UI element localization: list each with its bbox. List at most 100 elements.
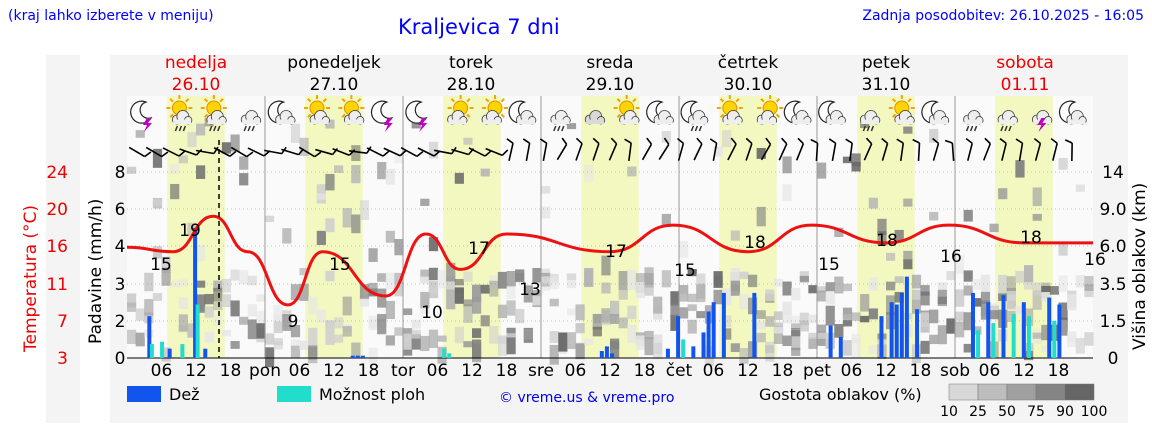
cloud-cell	[1032, 187, 1042, 207]
cloud-cell	[385, 300, 395, 319]
cloud-cell	[773, 322, 784, 330]
x-tick-label: 06	[979, 361, 1001, 381]
wind-barb	[575, 137, 583, 161]
cloud-cell	[894, 291, 904, 303]
wind-barb	[592, 137, 600, 161]
cloud-cell	[178, 297, 188, 309]
cloud-cell	[506, 337, 516, 355]
cloud-cell	[411, 120, 421, 129]
wind-barb	[845, 138, 853, 162]
cloud-cell	[946, 318, 956, 334]
cloud-cell	[972, 298, 982, 307]
cloud-cell	[515, 269, 525, 283]
wind-barb	[896, 138, 905, 162]
cloud-cell	[411, 334, 421, 350]
temp-label: 10	[421, 303, 443, 323]
cloud-cell	[325, 329, 335, 345]
cloud-cell	[127, 166, 137, 174]
wind-barb	[400, 146, 424, 158]
cloud-cell	[385, 230, 395, 243]
cloud-cell	[756, 321, 766, 330]
cloud-cell	[773, 325, 784, 344]
storm-bar	[180, 344, 185, 358]
legend-storm-swatch	[277, 386, 311, 402]
rain-bar	[1047, 297, 1052, 358]
precip-tick: 4	[115, 237, 126, 257]
precip-axis-title: Padavine (mm/h)	[86, 199, 106, 344]
cloud-cell	[1015, 270, 1025, 283]
day-name: sreda	[586, 53, 633, 73]
cloud-cell	[1015, 305, 1025, 315]
cloud-cell	[351, 165, 361, 184]
cloud-cell	[472, 296, 482, 314]
cloud-cell	[325, 119, 335, 129]
cloud-cell	[265, 333, 275, 345]
cloud-cell	[730, 268, 740, 286]
precip-tick: 8	[115, 163, 126, 183]
cloud-cell	[359, 284, 370, 300]
rain-bar	[889, 302, 894, 358]
cloud-cell	[273, 341, 283, 350]
x-tick-label: 12	[599, 361, 621, 381]
cloud-cell	[515, 309, 525, 324]
cloud-cell	[851, 161, 861, 172]
cloud-cell	[860, 121, 870, 129]
cloud-cell	[817, 290, 827, 302]
temp-label: 15	[329, 255, 351, 275]
day-date: 26.10	[172, 75, 221, 95]
cloud-cell	[161, 256, 171, 274]
day-name: petek	[862, 53, 910, 73]
precip-tick: 2	[115, 312, 126, 332]
cloud-cell	[213, 287, 223, 302]
cloud-cell	[368, 315, 378, 330]
x-tick-label: 18	[496, 361, 518, 381]
cloud-cell	[894, 229, 904, 241]
rain-bar	[915, 309, 920, 358]
legend-storm-label: Možnost ploh	[319, 385, 425, 404]
temp-label: 17	[605, 242, 627, 262]
x-tick-label: 06	[427, 361, 449, 381]
cloud-cell	[187, 323, 197, 338]
moon-cloud-icon	[1058, 100, 1087, 125]
cloud-cell	[549, 277, 559, 290]
cloud-cell	[446, 289, 456, 310]
cloud-cell	[842, 320, 853, 327]
cloud-cell	[299, 267, 309, 276]
cloud-cell	[127, 329, 137, 345]
cloud-cell	[989, 303, 999, 311]
x-tick-label: pet	[803, 361, 831, 381]
cloud-cell	[196, 244, 206, 262]
cloud-cell	[1058, 302, 1068, 321]
last-update: Zadnja posodobitev: 26.10.2025 - 16:05	[862, 8, 1144, 24]
cloud-cell	[394, 239, 404, 256]
cloud-cell	[541, 206, 551, 219]
cloud-cell	[635, 282, 646, 299]
cloud-cell	[463, 341, 473, 348]
cloud-cell	[670, 314, 680, 331]
cloud-cell	[687, 293, 697, 303]
cloud-cell	[463, 304, 473, 323]
temp-label: 16	[1084, 250, 1106, 270]
cloud-cell	[661, 270, 671, 288]
cloud-cell	[903, 259, 913, 270]
x-tick-label: 06	[841, 361, 863, 381]
temp-label: 15	[150, 255, 172, 275]
x-axis-labels: 06 12 18 pon 06 12 18 tor 06 12 18 sre 06 12 18 čet 06 12…	[151, 361, 1070, 381]
cloud-cell	[851, 338, 861, 359]
cloud-cell	[566, 332, 577, 350]
copyright: © vreme.us & vreme.pro	[499, 390, 674, 406]
cloud-cell	[170, 163, 180, 174]
day-date: 30.10	[724, 75, 773, 95]
cloud-cell	[1058, 244, 1068, 256]
storm-bar	[160, 341, 165, 358]
cloud-cell	[342, 208, 352, 228]
cloud-cell	[463, 299, 473, 307]
cloud-cell	[152, 199, 163, 206]
cloud-cell	[127, 293, 137, 308]
cloud-cell	[817, 162, 827, 179]
wind-barb	[999, 138, 1007, 161]
cloud-cell	[273, 321, 283, 334]
cloud-tick: 9.0	[1099, 200, 1126, 220]
cloud-cell	[1041, 285, 1051, 293]
cloud-cell	[403, 345, 413, 356]
